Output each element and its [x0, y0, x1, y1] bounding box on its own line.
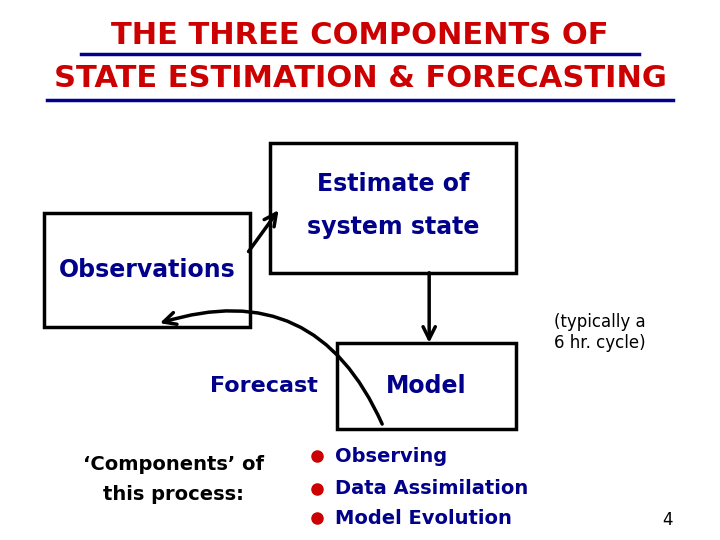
FancyBboxPatch shape [270, 143, 516, 273]
Text: system state: system state [307, 215, 480, 239]
FancyArrowPatch shape [163, 311, 382, 424]
Text: this process:: this process: [104, 484, 244, 504]
Text: (typically a
6 hr. cycle): (typically a 6 hr. cycle) [554, 313, 645, 352]
Text: THE THREE COMPONENTS OF: THE THREE COMPONENTS OF [112, 21, 608, 50]
Text: STATE ESTIMATION & FORECASTING: STATE ESTIMATION & FORECASTING [53, 64, 667, 93]
Text: Estimate of: Estimate of [317, 172, 469, 195]
Text: Data Assimilation: Data Assimilation [336, 479, 528, 498]
Text: Observing: Observing [336, 447, 448, 466]
Text: 4: 4 [662, 511, 672, 529]
Text: Observations: Observations [59, 258, 235, 282]
FancyBboxPatch shape [337, 343, 516, 429]
FancyBboxPatch shape [44, 213, 251, 327]
Text: Model Evolution: Model Evolution [336, 509, 512, 528]
Text: ‘Components’ of: ‘Components’ of [84, 455, 264, 474]
Text: Forecast: Forecast [210, 376, 318, 396]
Text: Model: Model [386, 374, 467, 398]
